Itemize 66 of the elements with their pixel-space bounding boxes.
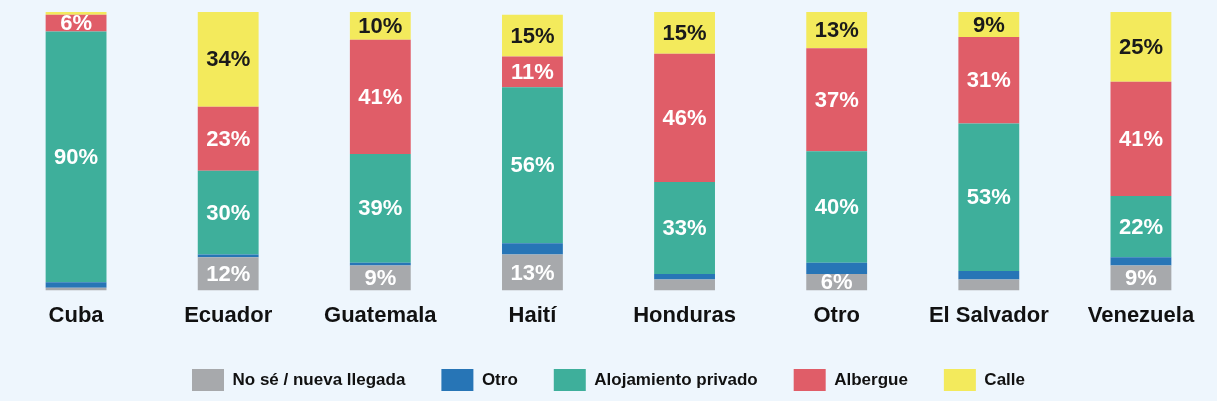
data-label: 53% xyxy=(966,184,1011,210)
bar xyxy=(654,279,715,291)
data-label: 6% xyxy=(60,10,92,36)
bar xyxy=(806,151,868,263)
bar xyxy=(958,37,1020,124)
bar xyxy=(1110,257,1172,266)
x-tick-label: Ecuador xyxy=(184,301,273,327)
data-label: 23% xyxy=(206,125,251,151)
bar xyxy=(197,170,259,255)
data-label: 31% xyxy=(966,67,1011,93)
legend-label: Calle xyxy=(984,369,1026,389)
data-label: 9% xyxy=(364,265,397,291)
data-label: 9% xyxy=(972,11,1005,37)
data-label: 40% xyxy=(814,194,859,220)
data-label: 41% xyxy=(358,84,403,110)
data-label: 56% xyxy=(510,152,555,178)
data-label: 30% xyxy=(206,199,251,225)
bar xyxy=(654,273,715,280)
data-label: 6% xyxy=(820,269,853,295)
data-label: 12% xyxy=(206,260,251,286)
data-label: 90% xyxy=(54,143,99,169)
legend-label: Otro xyxy=(481,369,518,389)
data-label: 13% xyxy=(510,259,555,285)
x-tick-label: Honduras xyxy=(633,301,736,327)
data-label: 34% xyxy=(206,46,251,72)
data-label: 39% xyxy=(358,195,403,221)
bar xyxy=(502,243,563,255)
data-label: 13% xyxy=(814,17,859,43)
x-tick-label: El Salvador xyxy=(928,301,1050,327)
bar xyxy=(654,181,715,274)
x-tick-label: Guatemala xyxy=(324,301,438,327)
data-label: 11% xyxy=(511,58,554,84)
bar xyxy=(197,106,259,171)
data-label: 9% xyxy=(1125,265,1157,291)
bar xyxy=(197,12,259,107)
legend-label: Albergue xyxy=(834,369,908,389)
data-label: 46% xyxy=(662,104,707,130)
bar xyxy=(806,262,868,274)
bar xyxy=(45,31,107,283)
x-tick-label: Venezuela xyxy=(1087,301,1195,327)
data-label: 15% xyxy=(662,19,707,45)
bar xyxy=(806,48,868,152)
x-tick-label: Cuba xyxy=(48,301,105,327)
bar xyxy=(1110,81,1172,196)
bar xyxy=(349,39,411,155)
bar xyxy=(197,254,259,258)
data-label: 25% xyxy=(1118,33,1163,59)
bar xyxy=(502,87,563,244)
legend-label: No sé / nueva llegada xyxy=(232,369,406,389)
data-label: 15% xyxy=(510,22,555,48)
x-tick-label: Haití xyxy=(508,301,558,327)
bar xyxy=(958,123,1020,272)
data-label: 22% xyxy=(1118,213,1163,239)
data-label: 41% xyxy=(1118,125,1163,151)
bar xyxy=(654,53,715,182)
legend-label: Alojamiento privado xyxy=(594,369,758,389)
bar xyxy=(45,12,107,15)
data-label: 33% xyxy=(662,214,707,240)
bar xyxy=(45,282,107,288)
bar xyxy=(349,262,411,266)
data-label: 10% xyxy=(358,12,403,38)
bar xyxy=(958,279,1020,291)
bar xyxy=(958,271,1020,280)
bar xyxy=(349,154,411,263)
x-tick-label: Otro xyxy=(813,301,860,327)
data-label: 37% xyxy=(814,86,859,112)
